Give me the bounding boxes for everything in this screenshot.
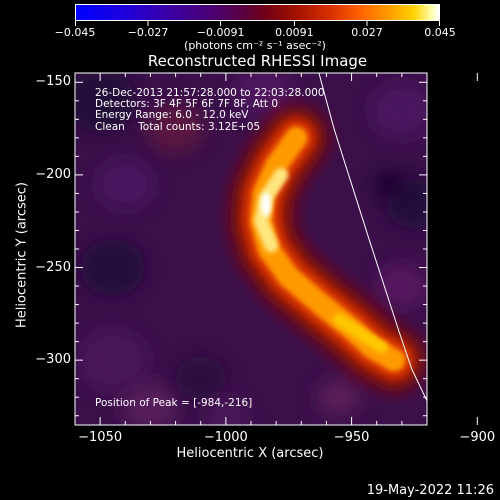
y-tick-label: −300 bbox=[35, 352, 71, 368]
colorbar-tick-label: 0.045 bbox=[424, 26, 456, 39]
colorbar-tick-label: −0.045 bbox=[54, 26, 96, 39]
colorbar-tick-label: 0.0091 bbox=[275, 26, 314, 39]
colorbar bbox=[75, 4, 440, 21]
heatmap-image bbox=[75, 73, 427, 425]
x-axis-label: Heliocentric X (arcsec) bbox=[176, 446, 324, 461]
x-tick-label: −950 bbox=[333, 430, 370, 445]
footer-timestamp: 19-May-2022 11:26 bbox=[366, 483, 494, 498]
background-blob-5 bbox=[175, 356, 227, 402]
annotation-detectors: Detectors: 3F 4F 5F 6F 7F 8F, Att 0 bbox=[95, 98, 279, 110]
solar-limb-line bbox=[318, 73, 427, 402]
colorbar-units-label: (photons cm⁻² s⁻¹ asec⁻²) bbox=[184, 39, 326, 52]
secondary-peak-region bbox=[333, 313, 388, 354]
annotation-peak-position: Position of Peak = [-984,-216] bbox=[95, 397, 253, 409]
background-blob-6 bbox=[369, 82, 427, 139]
annotation-energy-range: Energy Range: 6.0 - 12.0 keV bbox=[95, 109, 249, 121]
colorbar-ticks bbox=[75, 21, 440, 26]
background-blob-3 bbox=[77, 329, 148, 391]
background-blob-0 bbox=[75, 73, 136, 132]
x-tick-label: −900 bbox=[459, 430, 496, 445]
y-tick-label: −250 bbox=[35, 259, 71, 275]
background-blob-2 bbox=[80, 239, 145, 296]
y-axis-label: Heliocentric Y (arcsec) bbox=[14, 182, 30, 328]
colorbar-tick-label: −0.0091 bbox=[196, 26, 245, 39]
background-blob-8 bbox=[376, 263, 427, 309]
y-tick-label: −150 bbox=[35, 74, 71, 90]
background-blob-10 bbox=[146, 103, 205, 154]
colorbar-tick-label: −0.027 bbox=[127, 26, 169, 39]
colorbar-tick-label: 0.027 bbox=[351, 26, 383, 39]
background-blob-4 bbox=[121, 381, 180, 425]
annotation-clean-counts: Clean Total counts: 3.12E+05 bbox=[95, 121, 261, 133]
annotation-time-range: 26-Dec-2013 21:57:28.000 to 22:03:28.000 bbox=[95, 87, 325, 99]
background-blob-1 bbox=[96, 158, 155, 210]
chart-title: Reconstructed RHESSI Image bbox=[147, 52, 368, 70]
background-blob-13 bbox=[373, 170, 406, 199]
y-tick-label: −200 bbox=[35, 166, 71, 182]
peak-marker bbox=[261, 192, 272, 217]
background-blob-12 bbox=[316, 377, 362, 417]
background-blob-11 bbox=[203, 396, 249, 425]
x-tick-label: −1050 bbox=[78, 430, 123, 445]
background-blob-9 bbox=[234, 73, 293, 117]
x-tick-label: −1000 bbox=[203, 430, 248, 445]
